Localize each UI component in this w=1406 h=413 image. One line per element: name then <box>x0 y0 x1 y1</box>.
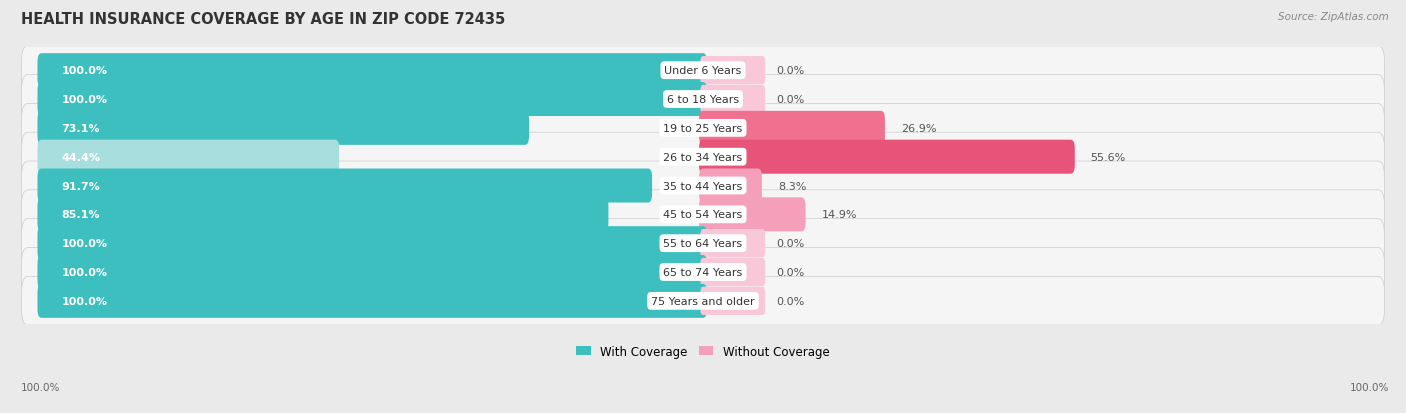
Text: 100.0%: 100.0% <box>62 66 107 76</box>
Text: 0.0%: 0.0% <box>776 239 804 249</box>
FancyBboxPatch shape <box>21 277 1385 325</box>
FancyBboxPatch shape <box>38 112 529 145</box>
FancyBboxPatch shape <box>699 169 762 203</box>
FancyBboxPatch shape <box>21 47 1385 95</box>
FancyBboxPatch shape <box>21 219 1385 268</box>
FancyBboxPatch shape <box>699 112 884 145</box>
Text: 0.0%: 0.0% <box>776 95 804 105</box>
FancyBboxPatch shape <box>38 83 707 117</box>
Text: 100.0%: 100.0% <box>62 267 107 278</box>
Text: 26 to 34 Years: 26 to 34 Years <box>664 152 742 162</box>
Text: 0.0%: 0.0% <box>776 267 804 278</box>
FancyBboxPatch shape <box>38 140 339 174</box>
FancyBboxPatch shape <box>700 287 765 315</box>
FancyBboxPatch shape <box>38 54 707 88</box>
Text: 55.6%: 55.6% <box>1091 152 1126 162</box>
Text: Source: ZipAtlas.com: Source: ZipAtlas.com <box>1278 12 1389 22</box>
Text: 0.0%: 0.0% <box>776 296 804 306</box>
FancyBboxPatch shape <box>700 258 765 287</box>
FancyBboxPatch shape <box>38 169 652 203</box>
FancyBboxPatch shape <box>21 248 1385 297</box>
Legend: With Coverage, Without Coverage: With Coverage, Without Coverage <box>572 340 834 363</box>
Text: 100.0%: 100.0% <box>62 296 107 306</box>
Text: 8.3%: 8.3% <box>778 181 806 191</box>
Text: 65 to 74 Years: 65 to 74 Years <box>664 267 742 278</box>
Text: Under 6 Years: Under 6 Years <box>665 66 741 76</box>
FancyBboxPatch shape <box>21 133 1385 182</box>
Text: 100.0%: 100.0% <box>1350 382 1389 392</box>
FancyBboxPatch shape <box>21 75 1385 124</box>
FancyBboxPatch shape <box>21 190 1385 239</box>
Text: HEALTH INSURANCE COVERAGE BY AGE IN ZIP CODE 72435: HEALTH INSURANCE COVERAGE BY AGE IN ZIP … <box>21 12 505 27</box>
FancyBboxPatch shape <box>38 227 707 261</box>
Text: 0.0%: 0.0% <box>776 66 804 76</box>
FancyBboxPatch shape <box>21 161 1385 211</box>
Text: 6 to 18 Years: 6 to 18 Years <box>666 95 740 105</box>
FancyBboxPatch shape <box>38 255 707 290</box>
Text: 14.9%: 14.9% <box>821 210 856 220</box>
FancyBboxPatch shape <box>21 104 1385 153</box>
FancyBboxPatch shape <box>699 140 1074 174</box>
Text: 44.4%: 44.4% <box>62 152 100 162</box>
FancyBboxPatch shape <box>38 284 707 318</box>
FancyBboxPatch shape <box>700 230 765 258</box>
Text: 35 to 44 Years: 35 to 44 Years <box>664 181 742 191</box>
FancyBboxPatch shape <box>700 57 765 85</box>
Text: 19 to 25 Years: 19 to 25 Years <box>664 123 742 133</box>
Text: 85.1%: 85.1% <box>62 210 100 220</box>
Text: 100.0%: 100.0% <box>62 239 107 249</box>
Text: 100.0%: 100.0% <box>21 382 60 392</box>
Text: 100.0%: 100.0% <box>62 95 107 105</box>
FancyBboxPatch shape <box>38 198 609 232</box>
Text: 75 Years and older: 75 Years and older <box>651 296 755 306</box>
Text: 55 to 64 Years: 55 to 64 Years <box>664 239 742 249</box>
Text: 91.7%: 91.7% <box>62 181 100 191</box>
FancyBboxPatch shape <box>700 85 765 114</box>
FancyBboxPatch shape <box>699 198 806 232</box>
Text: 73.1%: 73.1% <box>62 123 100 133</box>
Text: 26.9%: 26.9% <box>901 123 936 133</box>
Text: 45 to 54 Years: 45 to 54 Years <box>664 210 742 220</box>
